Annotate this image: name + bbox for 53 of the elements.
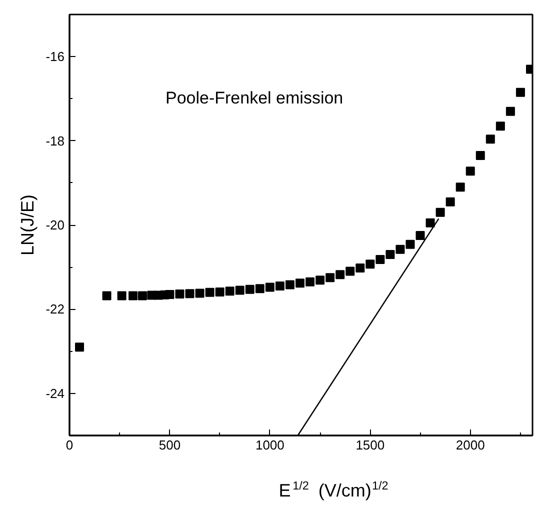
x-tick-label: 500 [158, 438, 181, 452]
point [245, 284, 254, 294]
point [102, 291, 112, 300]
point [205, 288, 214, 297]
point [516, 88, 525, 97]
x-tick-label: 0 [66, 438, 74, 452]
point [306, 277, 315, 286]
point [235, 286, 244, 295]
point [185, 289, 194, 298]
point [255, 284, 264, 294]
point [336, 270, 345, 280]
point [75, 342, 84, 352]
point [215, 287, 224, 296]
x-tick-label: 2000 [456, 438, 485, 452]
y-axis-title: LN(J/E) [18, 194, 38, 256]
point [265, 282, 274, 292]
point [406, 240, 415, 249]
point [366, 260, 375, 269]
point [128, 291, 138, 300]
y-tick-label: -22 [46, 302, 65, 317]
point [376, 255, 385, 264]
point [506, 106, 515, 116]
point [316, 276, 325, 285]
point [138, 291, 147, 300]
point [326, 273, 335, 282]
y-tick-label: -16 [46, 49, 65, 64]
point [436, 208, 445, 217]
y-tick-label: -20 [46, 218, 65, 232]
point [476, 151, 485, 160]
point [195, 288, 204, 298]
y-tick-label: -18 [46, 133, 65, 148]
point [225, 286, 234, 296]
point [285, 280, 294, 290]
point [496, 122, 505, 131]
point [446, 197, 455, 206]
point [175, 290, 184, 299]
point [486, 134, 495, 144]
point [386, 250, 395, 259]
point [416, 231, 425, 240]
point [346, 266, 355, 276]
y-tick-label: -24 [46, 386, 65, 401]
point [456, 182, 465, 192]
point [426, 218, 435, 228]
annotation: Poole-Frenkel emission [166, 88, 344, 108]
point [275, 282, 284, 291]
point [356, 263, 365, 272]
point [117, 291, 126, 300]
point [466, 166, 475, 176]
point [296, 278, 304, 288]
point [396, 244, 405, 254]
point [165, 290, 174, 299]
x-tick-label: 1000 [255, 438, 284, 452]
x-tick-label: 1500 [356, 438, 385, 452]
